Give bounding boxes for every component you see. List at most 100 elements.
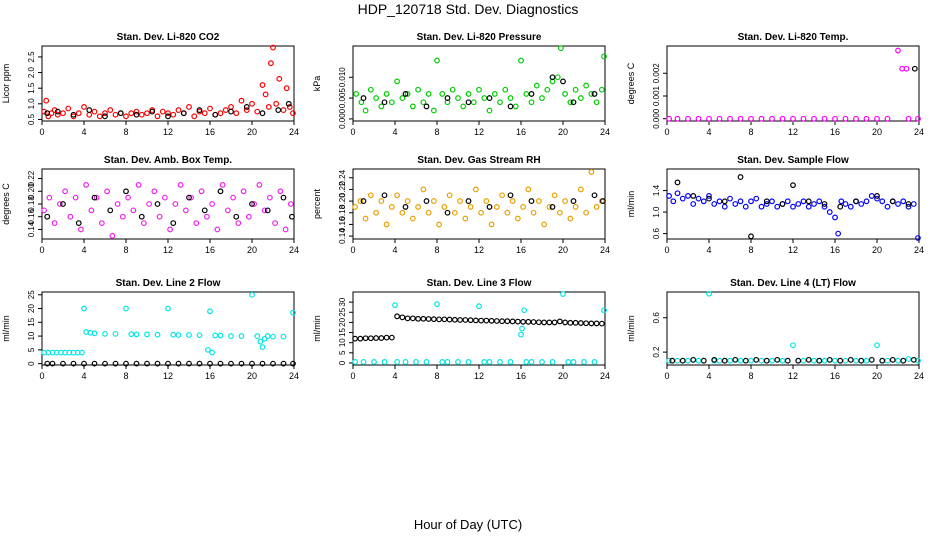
- data-point: [874, 342, 880, 349]
- data-point: [212, 332, 219, 339]
- panel-title: Stan. Dev. Line 2 Flow: [116, 278, 221, 289]
- data-point: [690, 193, 697, 199]
- data-point: [381, 359, 388, 365]
- data-point: [444, 359, 451, 365]
- data-point: [556, 209, 563, 216]
- data-point: [535, 319, 542, 326]
- panel-6: Stan. Dev. Sample Flow ml/min 0 4 8 12 16 20 24 0…: [626, 155, 924, 255]
- data-point: [737, 357, 744, 364]
- data-point: [191, 113, 198, 120]
- data-point: [758, 115, 765, 122]
- data-point: [357, 335, 364, 342]
- data-point: [104, 188, 110, 195]
- data-point: [123, 188, 129, 195]
- data-point: [884, 203, 891, 210]
- data-point: [196, 360, 203, 367]
- data-point: [520, 318, 526, 325]
- data-point: [884, 357, 891, 364]
- data-point: [125, 194, 132, 201]
- data-point: [72, 194, 79, 201]
- data-point: [455, 95, 461, 101]
- data-point: [290, 360, 296, 367]
- series-1: [41, 44, 296, 120]
- data-point: [392, 302, 398, 309]
- x-tick-label: 0: [664, 127, 669, 137]
- data-point: [381, 192, 388, 199]
- data-point: [102, 113, 108, 120]
- data-point: [224, 207, 231, 214]
- data-point: [556, 318, 563, 325]
- data-point: [138, 111, 145, 118]
- data-point: [388, 334, 395, 341]
- data-point: [420, 186, 427, 193]
- data-point: [353, 91, 360, 97]
- data-point: [172, 201, 179, 207]
- data-point: [201, 207, 208, 214]
- panel-ylabel: percent: [312, 188, 322, 219]
- x-tick-label: 0: [664, 371, 669, 381]
- x-tick-label: 20: [558, 127, 568, 137]
- panel-4: Stan. Dev. Amb. Box Temp. degrees C 0 4 8 12 1…: [1, 155, 299, 255]
- panel-title: Stan. Dev. Amb. Box Temp.: [104, 155, 232, 166]
- data-point: [674, 190, 681, 197]
- x-tick-label: 16: [205, 371, 215, 381]
- panel-7: Stan. Dev. Line 2 Flow ml/min 0 4 8 12 16 20 24 0…: [1, 278, 299, 381]
- data-point: [748, 357, 754, 364]
- data-point: [889, 198, 896, 205]
- data-point: [472, 317, 479, 324]
- data-point: [895, 47, 901, 54]
- x-tick-label: 20: [247, 127, 257, 137]
- data-point: [685, 193, 691, 199]
- data-point: [277, 188, 284, 195]
- data-point: [706, 290, 712, 297]
- x-tick-label: 8: [123, 127, 128, 137]
- data-point: [748, 115, 754, 122]
- panel-ylabel: ml/min: [626, 191, 636, 218]
- data-point: [434, 57, 440, 64]
- data-point: [146, 201, 153, 207]
- data-point: [165, 305, 171, 312]
- data-point: [811, 357, 817, 364]
- x-tick-label: 4: [81, 127, 86, 137]
- data-point: [790, 115, 796, 122]
- data-point: [156, 213, 163, 220]
- data-point: [114, 201, 121, 207]
- data-point: [523, 359, 530, 365]
- data-point: [49, 360, 56, 367]
- data-point: [763, 198, 770, 205]
- y-tick-label: 0: [338, 360, 347, 365]
- data-point: [666, 193, 672, 199]
- data-point: [362, 215, 369, 222]
- data-point: [91, 108, 98, 115]
- data-point: [541, 319, 547, 326]
- data-point: [86, 107, 93, 113]
- data-point: [182, 207, 189, 214]
- data-point: [60, 360, 66, 367]
- data-point: [549, 74, 556, 81]
- data-point: [144, 110, 150, 117]
- data-point: [562, 198, 568, 204]
- data-point: [44, 110, 51, 117]
- data-point: [91, 360, 98, 367]
- data-point: [107, 107, 114, 113]
- y-tick-label: 0.16: [338, 216, 347, 232]
- data-point: [695, 357, 702, 364]
- series-1: [41, 182, 294, 239]
- data-point: [577, 320, 584, 326]
- data-point: [905, 203, 912, 210]
- data-point: [838, 198, 845, 205]
- data-point: [286, 104, 293, 110]
- data-point: [535, 198, 542, 204]
- data-point: [858, 201, 865, 207]
- data-point: [67, 213, 74, 220]
- data-point: [165, 360, 171, 367]
- data-point: [425, 209, 432, 216]
- data-point: [270, 44, 276, 51]
- data-point: [70, 360, 77, 367]
- x-tick-label: 16: [830, 127, 840, 137]
- data-point: [439, 359, 446, 365]
- data-point: [895, 357, 901, 364]
- data-point: [133, 331, 140, 338]
- data-point: [832, 214, 838, 221]
